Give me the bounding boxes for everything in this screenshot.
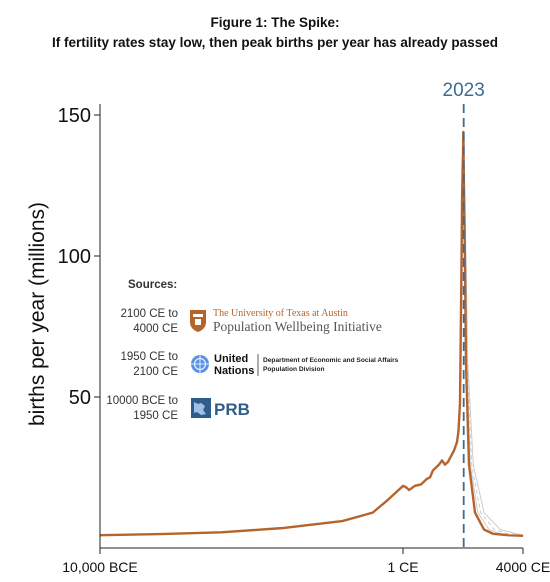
projection-variant-line [462,140,524,536]
source-range-line1: 2100 CE to [120,308,178,320]
source-range-line2: 2100 CE [133,366,178,378]
source-dept-line1: Department of Economic and Social Affair… [263,357,399,364]
y-tick-label: 150 [58,105,91,127]
un-emblem-icon [191,355,209,373]
y-tick-label: 100 [58,246,91,268]
chart-axes: 50 100 150 10,000 BCE 1 CE 4000 CE [58,104,550,575]
source-dept-line2: Population Division [263,366,325,373]
alternative-projection-lines [462,140,524,537]
source-org-line1: PRB [214,400,250,419]
sources-heading: Sources: [128,279,177,291]
source-org-line1: United [214,353,248,365]
source-range-line2: 4000 CE [133,323,178,335]
source-org-line1: The University of Texas at Austin [213,308,348,319]
x-tick-label: 1 CE [387,559,418,575]
source-range-line1: 10000 BCE to [106,395,178,407]
projection-variant-line [462,140,524,537]
births-series [99,130,524,537]
figure-title: Figure 1: The Spike: [210,15,340,30]
marker-label: 2023 [443,80,485,101]
y-axis-label: births per year (millions) [26,202,49,426]
source-range-line1: 1950 CE to [120,351,178,363]
year-2023-marker: 2023 [443,80,485,548]
figure-subtitle: If fertility rates stay low, then peak b… [52,35,498,50]
source-org-line2: Nations [214,365,254,377]
source-org-line2: Population Wellbeing Initiative [213,319,382,334]
sources-panel: Sources: 2100 CE to 4000 CE The Universi… [106,279,398,422]
x-tick-label: 4000 CE [496,559,550,575]
prb-logo-icon [191,398,211,418]
y-tick-label: 50 [69,387,91,409]
x-tick-label: 10,000 BCE [62,559,138,575]
source-range-line2: 1950 CE [133,410,178,422]
ut-austin-seal-icon [190,310,206,332]
births-line [99,130,524,537]
